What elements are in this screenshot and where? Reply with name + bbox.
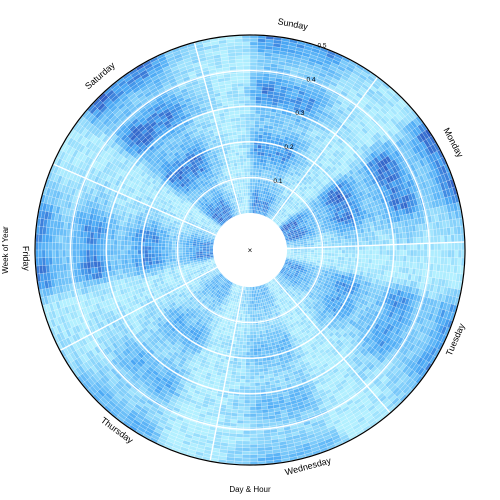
day-label: Sunday — [277, 16, 309, 32]
day-label: Friday — [21, 246, 32, 272]
polar-heatmap: ×0.10.20.30.40.5SundayMondayTuesdayWedne… — [0, 0, 500, 500]
day-label: Monday — [441, 126, 465, 159]
y-axis-title: Week of Year — [1, 226, 10, 274]
x-axis-title: Day & Hour — [229, 485, 271, 494]
radial-tick-label: 0.5 — [317, 43, 326, 50]
radial-tick-label: 0.1 — [273, 178, 282, 185]
radial-tick-label: 0.4 — [306, 76, 315, 83]
radial-tick-label: 0.2 — [284, 144, 293, 151]
center-marker: × — [248, 246, 253, 255]
radial-tick-label: 0.3 — [295, 110, 304, 117]
